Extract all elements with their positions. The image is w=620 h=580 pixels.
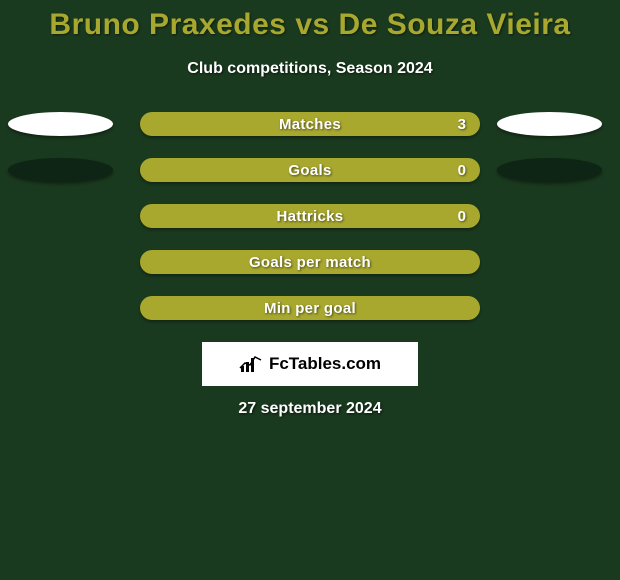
comparison-widget: Bruno Praxedes vs De Souza Vieira Club c… [0,0,620,418]
logo-text: FcTables.com [269,354,381,374]
stat-bar: Matches 3 [140,112,480,136]
chart-icon [239,354,263,374]
stat-row: Min per goal [0,296,620,320]
page-title: Bruno Praxedes vs De Souza Vieira [0,8,620,42]
stat-row: Hattricks 0 [0,204,620,228]
stat-value: 0 [458,162,466,179]
right-marker [497,158,602,182]
stats-rows: Matches 3 Goals 0 Hattricks 0 Goals per … [0,112,620,320]
left-marker [8,158,113,182]
stat-row: Goals per match [0,250,620,274]
stat-bar: Hattricks 0 [140,204,480,228]
right-marker [497,112,602,136]
subtitle: Club competitions, Season 2024 [0,60,620,78]
stat-label: Min per goal [264,300,356,317]
stat-label: Matches [279,116,341,133]
stat-label: Hattricks [277,208,344,225]
stat-label: Goals [288,162,331,179]
left-marker [8,112,113,136]
stat-bar: Min per goal [140,296,480,320]
stat-value: 0 [458,208,466,225]
stat-bar: Goals 0 [140,158,480,182]
stat-bar: Goals per match [140,250,480,274]
stat-label: Goals per match [249,254,371,271]
stat-row: Goals 0 [0,158,620,182]
date-label: 27 september 2024 [0,400,620,418]
source-logo: FcTables.com [202,342,418,386]
stat-row: Matches 3 [0,112,620,136]
stat-value: 3 [458,116,466,133]
